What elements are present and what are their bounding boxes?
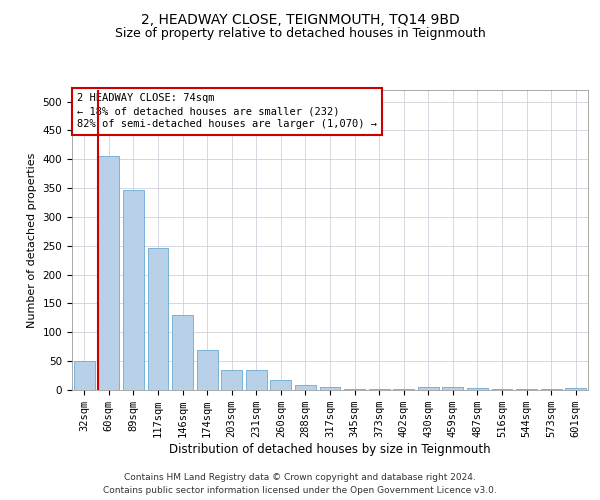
Bar xyxy=(467,388,488,390)
Bar xyxy=(74,361,95,390)
Bar xyxy=(295,386,316,390)
Bar xyxy=(368,389,389,390)
Bar xyxy=(320,387,340,390)
Bar xyxy=(271,380,292,390)
Bar xyxy=(123,190,144,390)
Bar xyxy=(344,389,365,390)
Text: 2, HEADWAY CLOSE, TEIGNMOUTH, TQ14 9BD: 2, HEADWAY CLOSE, TEIGNMOUTH, TQ14 9BD xyxy=(140,12,460,26)
X-axis label: Distribution of detached houses by size in Teignmouth: Distribution of detached houses by size … xyxy=(169,443,491,456)
Bar xyxy=(418,387,439,390)
Y-axis label: Number of detached properties: Number of detached properties xyxy=(27,152,37,328)
Bar xyxy=(172,315,193,390)
Text: Size of property relative to detached houses in Teignmouth: Size of property relative to detached ho… xyxy=(115,28,485,40)
Bar xyxy=(221,370,242,390)
Text: 2 HEADWAY CLOSE: 74sqm
← 18% of detached houses are smaller (232)
82% of semi-de: 2 HEADWAY CLOSE: 74sqm ← 18% of detached… xyxy=(77,93,377,130)
Bar xyxy=(565,388,586,390)
Bar xyxy=(98,156,119,390)
Bar xyxy=(541,389,562,390)
Bar xyxy=(491,389,512,390)
Bar xyxy=(246,370,267,390)
Bar xyxy=(393,389,414,390)
Bar xyxy=(197,350,218,390)
Bar xyxy=(516,389,537,390)
Bar xyxy=(148,248,169,390)
Bar xyxy=(442,387,463,390)
Text: Contains HM Land Registry data © Crown copyright and database right 2024.
Contai: Contains HM Land Registry data © Crown c… xyxy=(103,474,497,495)
